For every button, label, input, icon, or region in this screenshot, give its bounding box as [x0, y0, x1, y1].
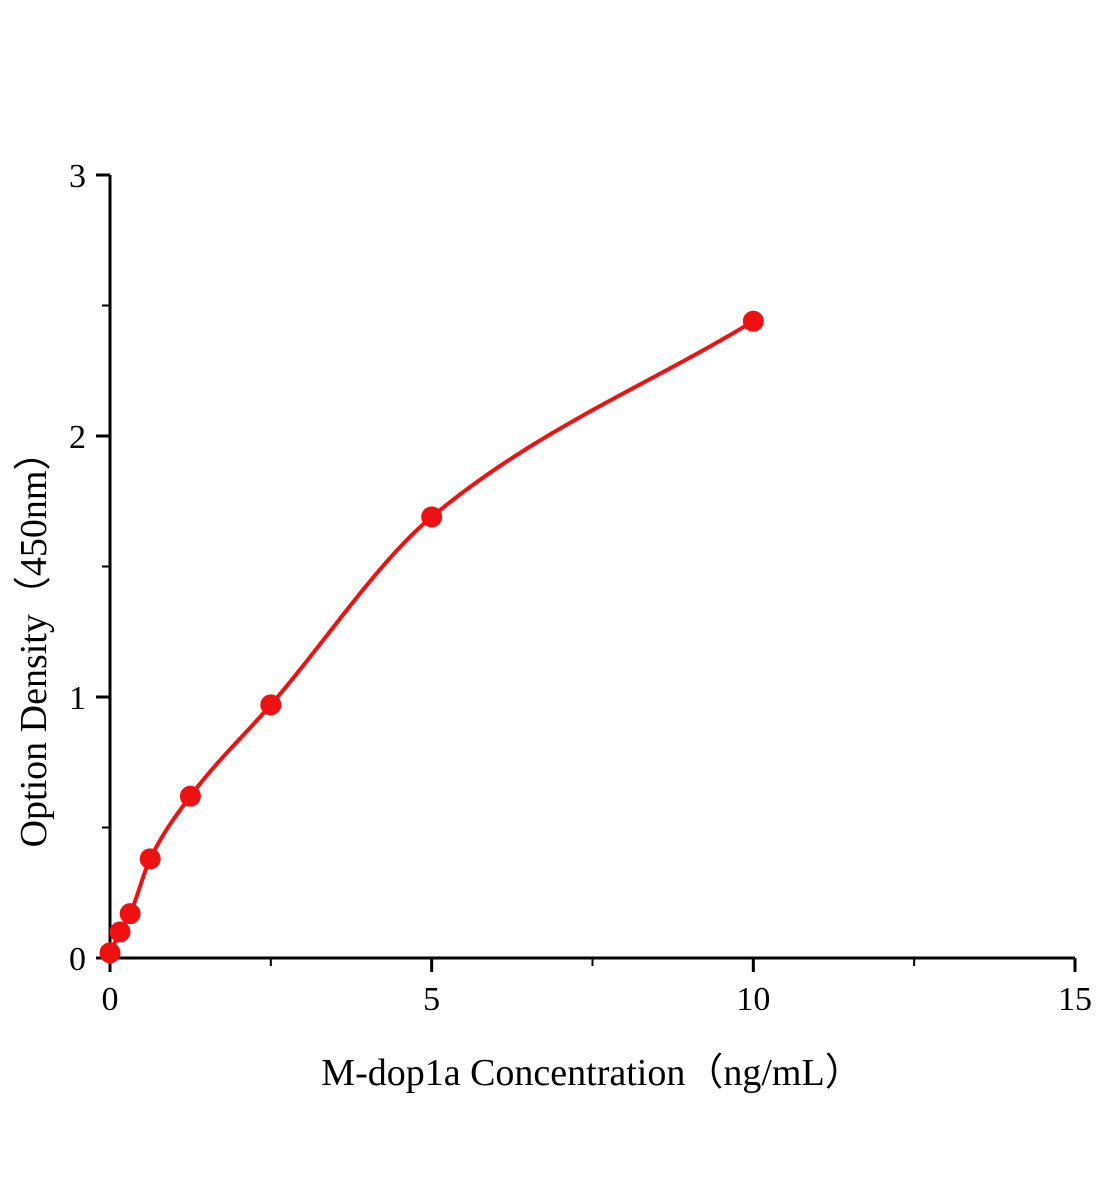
- data-points: [99, 310, 764, 964]
- y-tick-label: 3: [69, 158, 86, 195]
- x-tick-label: 15: [1058, 981, 1092, 1018]
- y-tick-label: 0: [69, 941, 86, 978]
- y-tick-label: 2: [69, 419, 86, 456]
- y-axis-label: Option Density（450nm）: [13, 433, 55, 848]
- x-tick-label: 0: [102, 981, 119, 1018]
- fit-curve-line: [108, 319, 756, 955]
- axis-ticks: [96, 173, 1077, 972]
- data-point-marker: [109, 921, 131, 943]
- data-point-marker: [179, 785, 201, 807]
- x-tick-label: 5: [423, 981, 440, 1018]
- data-point-marker: [119, 903, 141, 925]
- axes: [108, 175, 1075, 960]
- data-point-marker: [139, 848, 161, 870]
- y-tick-label: 1: [69, 680, 86, 717]
- data-point-marker: [742, 310, 764, 332]
- axis-tick-labels: 0 5 10 15 0 1 2 3: [69, 158, 1092, 1018]
- data-point-marker: [99, 942, 121, 964]
- x-axis-label: M-dop1a Concentration（ng/mL）: [321, 1052, 862, 1094]
- x-tick-label: 10: [736, 981, 770, 1018]
- data-point-marker: [421, 506, 443, 528]
- data-point-marker: [260, 694, 282, 716]
